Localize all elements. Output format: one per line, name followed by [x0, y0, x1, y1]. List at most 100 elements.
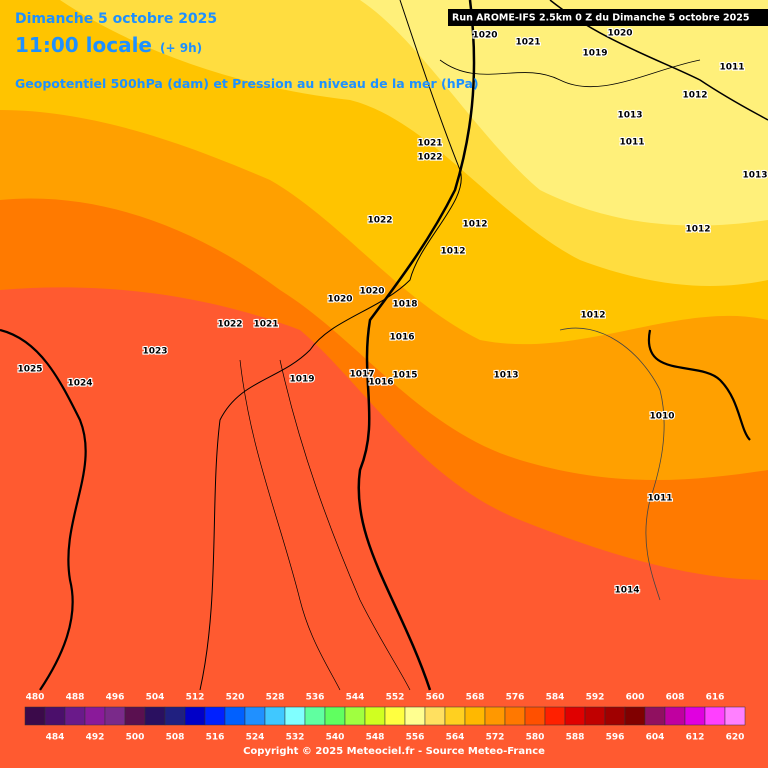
scale-label: 496	[106, 693, 125, 703]
scale-label: 508	[166, 733, 185, 743]
scale-label: 500	[126, 733, 145, 743]
scale-label: 580	[526, 733, 545, 743]
isobar-label: 1024	[67, 379, 92, 389]
isobar-label: 1012	[580, 311, 605, 321]
scale-label: 596	[606, 733, 625, 743]
scale-label: 516	[206, 733, 225, 743]
scale-label: 532	[286, 733, 305, 743]
isobar-label: 1020	[472, 31, 497, 41]
isobar-labels: 1020102110201019101110121013101110131021…	[16, 27, 768, 596]
subtitle: Geopotentiel 500hPa (dam) et Pression au…	[15, 76, 479, 91]
scale-label: 544	[346, 693, 365, 703]
isobar-label: 1016	[368, 378, 393, 388]
scale-swatch	[544, 706, 566, 726]
isobar-label: 1021	[515, 38, 540, 48]
isobar-label: 1020	[607, 29, 632, 39]
scale-swatch	[604, 706, 626, 726]
scale-swatch	[284, 706, 306, 726]
scale-label: 584	[546, 693, 565, 703]
scale-swatch	[564, 706, 586, 726]
scale-label: 588	[566, 733, 585, 743]
scale-label: 620	[726, 733, 745, 743]
isobar-label: 1017	[349, 370, 374, 380]
isobar-label: 1013	[617, 111, 642, 121]
scale-label: 504	[146, 693, 165, 703]
scale-swatch	[144, 706, 166, 726]
scale-swatch	[384, 706, 406, 726]
scale-label: 540	[326, 733, 345, 743]
scale-label: 608	[666, 693, 685, 703]
scale-swatch	[444, 706, 466, 726]
scale-swatch	[24, 706, 46, 726]
scale-swatch	[484, 706, 506, 726]
scale-label: 492	[86, 733, 105, 743]
contours	[0, 0, 768, 691]
scale-label: 484	[46, 733, 65, 743]
scale-label: 556	[406, 733, 425, 743]
color-scale: 480 484 488 492 496 500 504 508 512 516 520 524 528 5…	[24, 693, 746, 743]
isobar-label: 1014	[614, 586, 639, 596]
isobar-label: 1019	[582, 49, 607, 59]
scale-swatch	[464, 706, 486, 726]
run-info: Run AROME-IFS 2.5km 0 Z du Dimanche 5 oc…	[452, 13, 749, 24]
scale-swatch	[684, 706, 706, 726]
scale-label: 616	[706, 693, 725, 703]
scale-label: 592	[586, 693, 605, 703]
isobar-label: 1025	[17, 365, 42, 375]
isobar-label: 1012	[440, 247, 465, 257]
run-bar	[448, 9, 768, 26]
isobar-label: 1022	[417, 153, 442, 163]
scale-swatch	[624, 706, 646, 726]
scale-swatch	[64, 706, 86, 726]
scale-swatch	[324, 706, 346, 726]
scale-label: 480	[26, 693, 45, 703]
scale-swatch	[504, 706, 526, 726]
scale-label: 564	[446, 733, 465, 743]
scale-swatch	[124, 706, 146, 726]
scale-swatch	[344, 706, 366, 726]
scale-swatch	[84, 706, 106, 726]
isobar-label: 1011	[619, 138, 644, 148]
scale-swatch	[584, 706, 606, 726]
scale-label: 600	[626, 693, 645, 703]
isobar-label: 1023	[142, 347, 167, 357]
isobar-label: 1012	[685, 225, 710, 235]
scale-swatch	[184, 706, 206, 726]
scale-swatch	[364, 706, 386, 726]
isobar-label: 1013	[742, 171, 767, 181]
isobar-label: 1019	[289, 375, 314, 385]
scale-label: 572	[486, 733, 505, 743]
scale-swatch	[224, 706, 246, 726]
isobar-label: 1020	[359, 287, 384, 297]
isobar-label: 1015	[392, 371, 417, 381]
scale-swatch	[264, 706, 286, 726]
scale-swatch	[524, 706, 546, 726]
scale-swatch	[204, 706, 226, 726]
isobar-label: 1022	[217, 320, 242, 330]
isobar-label: 1012	[462, 220, 487, 230]
scale-swatch	[704, 706, 726, 726]
scale-label: 524	[246, 733, 265, 743]
scale-swatch	[424, 706, 446, 726]
scale-label: 488	[66, 693, 85, 703]
scale-label: 568	[466, 693, 485, 703]
scale-swatch	[724, 706, 746, 726]
isobar-label: 1020	[327, 295, 352, 305]
scale-label: 520	[226, 693, 245, 703]
isobar-label: 1013	[493, 371, 518, 381]
scale-label: 536	[306, 693, 325, 703]
isobar-label: 1011	[719, 63, 744, 73]
scale-swatch	[44, 706, 66, 726]
copyright: Copyright © 2025 Meteociel.fr - Source M…	[243, 746, 545, 757]
isobar-label: 1012	[682, 91, 707, 101]
scale-label: 576	[506, 693, 525, 703]
isobar-label: 1016	[389, 333, 414, 343]
scale-label: 552	[386, 693, 405, 703]
isobar-label: 1021	[417, 139, 442, 149]
scale-label: 560	[426, 693, 445, 703]
date: Dimanche 5 octobre 2025	[15, 11, 217, 27]
scale-label: 612	[686, 733, 705, 743]
scale-swatch	[244, 706, 266, 726]
